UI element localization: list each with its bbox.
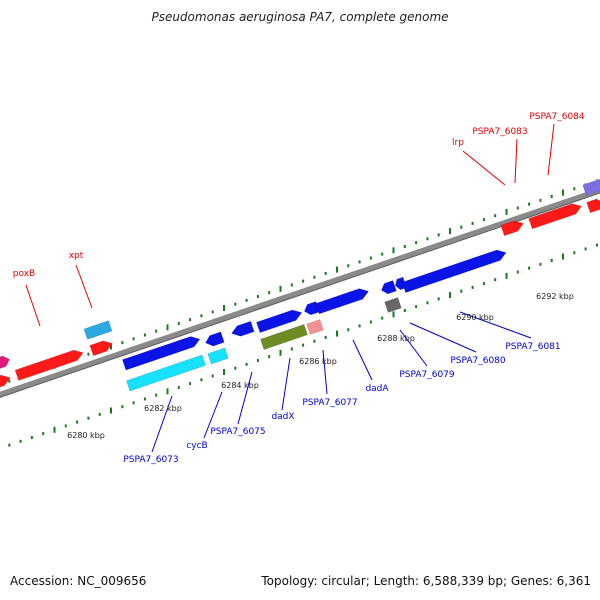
gene-arrow [207, 347, 229, 365]
scale-label: 6292 kbp [536, 292, 574, 301]
leader-line [203, 391, 223, 439]
gene-label: PSPA7_6083 [472, 127, 527, 137]
gene-arrow [500, 220, 524, 237]
gene-arrow [122, 336, 201, 371]
gene-arrow [0, 374, 11, 392]
gene-arrow [381, 280, 397, 295]
leader-line [459, 311, 532, 339]
gene-label: dadA [365, 384, 389, 394]
gene-label: PSPA7_6073 [123, 455, 178, 465]
gene-arrow [126, 354, 206, 392]
leader-line [281, 357, 291, 411]
gene-arrow [231, 320, 255, 337]
genome-backbone [0, 187, 600, 397]
scale-label: 6282 kbp [144, 404, 182, 413]
scale-label: 6288 kbp [377, 334, 415, 343]
genome-backbone-shadow [0, 192, 600, 398]
gene-arrow [306, 319, 324, 335]
leader-line [409, 322, 477, 353]
gene-arrow [401, 249, 507, 293]
gene-label: PSPA7_6079 [399, 370, 455, 380]
gene-label: PSPA7_6077 [302, 398, 357, 408]
scale-label: 6284 kbp [221, 381, 259, 390]
leader-line [547, 123, 555, 176]
gene-arrow [89, 340, 113, 357]
leader-line [399, 329, 428, 367]
gene-label: PSPA7_6080 [450, 356, 506, 366]
leader-line [75, 264, 93, 309]
gene-label: lrp [452, 138, 464, 148]
scale-label: 6290 kbp [456, 313, 494, 322]
gene-arrow [528, 203, 582, 230]
map-title: Pseudomonas aeruginosa PA7, complete gen… [151, 10, 449, 24]
gene-arrow [83, 320, 113, 340]
scale-label: 6280 kbp [67, 431, 105, 440]
leader-line [237, 371, 253, 425]
leader-line [322, 349, 328, 395]
scale-label: 6286 kbp [299, 357, 337, 366]
leader-line [352, 339, 373, 381]
gene-arrow [256, 309, 303, 333]
gene-label: poxB [13, 269, 35, 279]
gene-label: PSPA7_6084 [529, 112, 585, 122]
gene-arrow [260, 324, 308, 350]
leader-line [151, 395, 173, 453]
scale-ticks-bottom [8, 243, 598, 447]
genome-summary-text: Topology: circular; Length: 6,588,339 bp… [261, 574, 591, 588]
gene-arrow [205, 331, 225, 347]
gene-arrow [0, 355, 10, 371]
gene-label: PSPA7_6081 [505, 342, 560, 352]
gene-arrow [586, 198, 600, 214]
scale-labels: 6280 kbp 6282 kbp 6284 kbp 6286 kbp 6288 kbp… [67, 292, 574, 440]
gene-label: dadX [271, 412, 294, 422]
leader-line [514, 138, 518, 184]
gene-arrow [315, 288, 369, 315]
gene-features [0, 178, 600, 392]
label-leader-lines [25, 123, 555, 453]
gene-label: cycB [186, 441, 207, 451]
leader-line [462, 150, 506, 186]
accession-text: Accession: NC_009656 [10, 574, 147, 588]
gene-arrow [14, 349, 84, 381]
gene-arrow [384, 297, 402, 313]
gene-label: xpt [69, 251, 84, 261]
gene-label: PSPA7_6075 [210, 427, 265, 437]
leader-line [25, 284, 41, 327]
